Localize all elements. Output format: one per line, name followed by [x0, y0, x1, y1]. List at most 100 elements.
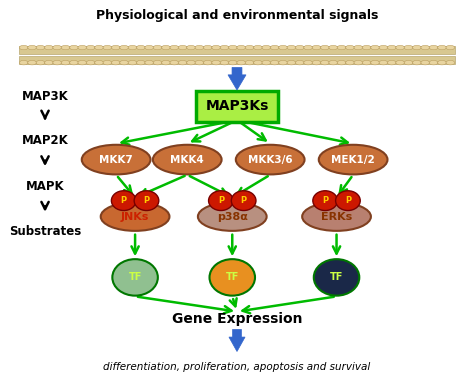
Ellipse shape	[170, 60, 179, 65]
Text: P: P	[345, 196, 351, 205]
Ellipse shape	[254, 45, 262, 50]
Ellipse shape	[187, 45, 195, 50]
Text: MAP2K: MAP2K	[22, 134, 68, 147]
Ellipse shape	[145, 60, 154, 65]
Polygon shape	[228, 68, 246, 90]
FancyBboxPatch shape	[195, 91, 279, 122]
Ellipse shape	[396, 60, 404, 65]
Ellipse shape	[245, 60, 254, 65]
Ellipse shape	[387, 60, 396, 65]
Ellipse shape	[70, 45, 78, 50]
Text: MKK3/6: MKK3/6	[248, 155, 292, 165]
Ellipse shape	[304, 45, 312, 50]
Text: MAPK: MAPK	[26, 180, 64, 193]
Ellipse shape	[78, 45, 87, 50]
Ellipse shape	[337, 60, 346, 65]
Ellipse shape	[86, 45, 95, 50]
Ellipse shape	[270, 45, 279, 50]
Ellipse shape	[120, 45, 128, 50]
Ellipse shape	[187, 60, 195, 65]
Ellipse shape	[137, 60, 145, 65]
Ellipse shape	[346, 60, 354, 65]
Ellipse shape	[304, 60, 312, 65]
Ellipse shape	[212, 45, 220, 50]
Ellipse shape	[153, 145, 222, 174]
Ellipse shape	[86, 60, 95, 65]
Ellipse shape	[195, 60, 204, 65]
Text: differentiation, proliferation, apoptosis and survival: differentiation, proliferation, apoptosi…	[103, 363, 371, 372]
Ellipse shape	[145, 45, 154, 50]
Ellipse shape	[237, 60, 246, 65]
Ellipse shape	[28, 45, 36, 50]
Ellipse shape	[195, 45, 204, 50]
Ellipse shape	[404, 45, 413, 50]
Ellipse shape	[162, 45, 170, 50]
Circle shape	[134, 191, 159, 211]
Ellipse shape	[95, 60, 103, 65]
Ellipse shape	[178, 45, 187, 50]
Text: MEK1/2: MEK1/2	[331, 155, 375, 165]
Text: JNKs: JNKs	[121, 212, 149, 222]
Ellipse shape	[111, 45, 120, 50]
Ellipse shape	[337, 45, 346, 50]
Text: Substrates: Substrates	[9, 225, 81, 238]
Ellipse shape	[111, 60, 120, 65]
Ellipse shape	[429, 45, 438, 50]
Ellipse shape	[421, 45, 429, 50]
Ellipse shape	[220, 45, 229, 50]
Ellipse shape	[120, 60, 128, 65]
Text: MAP3K: MAP3K	[22, 90, 68, 103]
Ellipse shape	[203, 60, 212, 65]
Ellipse shape	[429, 60, 438, 65]
Polygon shape	[229, 329, 245, 352]
Circle shape	[314, 259, 359, 296]
Ellipse shape	[319, 145, 387, 174]
Ellipse shape	[354, 60, 363, 65]
Circle shape	[210, 259, 255, 296]
Ellipse shape	[228, 60, 237, 65]
Circle shape	[313, 191, 337, 211]
Ellipse shape	[53, 45, 62, 50]
Ellipse shape	[95, 45, 103, 50]
Ellipse shape	[438, 45, 446, 50]
Text: Gene Expression: Gene Expression	[172, 312, 302, 326]
Circle shape	[336, 191, 360, 211]
Ellipse shape	[128, 60, 137, 65]
Ellipse shape	[329, 45, 337, 50]
Ellipse shape	[320, 60, 329, 65]
Ellipse shape	[128, 45, 137, 50]
Ellipse shape	[36, 45, 45, 50]
Circle shape	[231, 191, 256, 211]
Ellipse shape	[262, 60, 271, 65]
Ellipse shape	[329, 60, 337, 65]
Ellipse shape	[371, 60, 379, 65]
Ellipse shape	[100, 202, 169, 231]
Ellipse shape	[198, 202, 266, 231]
Ellipse shape	[312, 45, 321, 50]
Ellipse shape	[237, 45, 246, 50]
Ellipse shape	[354, 45, 363, 50]
Text: TF: TF	[226, 272, 239, 282]
Ellipse shape	[61, 60, 70, 65]
Ellipse shape	[404, 60, 413, 65]
Ellipse shape	[45, 60, 53, 65]
Circle shape	[111, 191, 136, 211]
Ellipse shape	[228, 45, 237, 50]
Text: MAP3Ks: MAP3Ks	[205, 100, 269, 113]
Ellipse shape	[379, 45, 388, 50]
Ellipse shape	[254, 60, 262, 65]
Ellipse shape	[170, 45, 179, 50]
Text: P: P	[144, 196, 149, 205]
Ellipse shape	[371, 45, 379, 50]
Ellipse shape	[287, 45, 296, 50]
Ellipse shape	[396, 45, 404, 50]
Text: TF: TF	[330, 272, 343, 282]
Ellipse shape	[28, 60, 36, 65]
Ellipse shape	[103, 45, 111, 50]
Ellipse shape	[270, 60, 279, 65]
Ellipse shape	[446, 60, 455, 65]
Bar	[19, 56, 455, 64]
Ellipse shape	[346, 45, 354, 50]
Text: ERKs: ERKs	[321, 212, 352, 222]
Ellipse shape	[220, 60, 229, 65]
